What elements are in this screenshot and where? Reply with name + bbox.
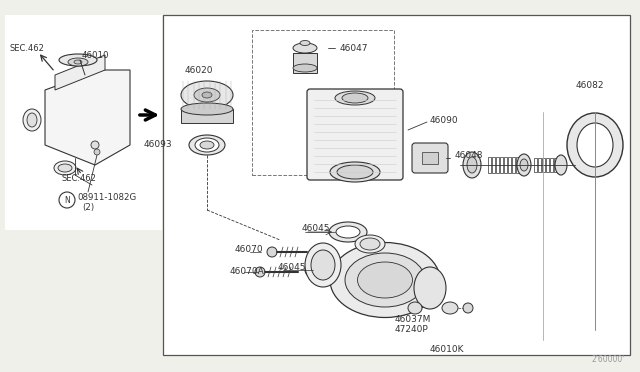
Ellipse shape	[360, 238, 380, 250]
Ellipse shape	[355, 235, 385, 253]
Bar	[488, 157, 491, 173]
Ellipse shape	[202, 92, 212, 98]
FancyBboxPatch shape	[412, 143, 448, 173]
Ellipse shape	[330, 162, 380, 182]
Ellipse shape	[58, 164, 72, 172]
Ellipse shape	[577, 123, 613, 167]
Bar	[534, 158, 537, 172]
Ellipse shape	[442, 302, 458, 314]
Text: 46047: 46047	[340, 44, 369, 52]
Ellipse shape	[59, 54, 97, 66]
Text: 46010: 46010	[82, 51, 109, 60]
Ellipse shape	[91, 141, 99, 149]
Ellipse shape	[194, 88, 220, 102]
Text: 47240P: 47240P	[395, 326, 429, 334]
Text: 46090: 46090	[430, 115, 459, 125]
Ellipse shape	[305, 243, 341, 287]
Text: 46070A: 46070A	[230, 267, 265, 276]
Ellipse shape	[408, 302, 422, 314]
Text: 08911-1082G: 08911-1082G	[77, 192, 136, 202]
Ellipse shape	[267, 247, 277, 257]
Ellipse shape	[567, 113, 623, 177]
Circle shape	[94, 149, 100, 155]
Ellipse shape	[255, 267, 265, 277]
Text: SEC.462: SEC.462	[62, 173, 97, 183]
Ellipse shape	[293, 43, 317, 53]
Text: (2): (2)	[82, 202, 94, 212]
Ellipse shape	[293, 64, 317, 72]
Bar	[538, 158, 541, 172]
Ellipse shape	[358, 262, 413, 298]
Ellipse shape	[54, 161, 76, 175]
Ellipse shape	[463, 152, 481, 178]
Bar	[546, 158, 549, 172]
Bar	[554, 158, 557, 172]
Ellipse shape	[305, 259, 345, 281]
Text: 46093: 46093	[143, 140, 172, 148]
Ellipse shape	[181, 81, 233, 109]
Ellipse shape	[189, 135, 225, 155]
Bar	[496, 157, 499, 173]
Ellipse shape	[74, 60, 82, 64]
Bar	[504, 157, 507, 173]
Ellipse shape	[335, 91, 375, 105]
Text: N: N	[64, 196, 70, 205]
Bar	[500, 157, 503, 173]
Ellipse shape	[27, 113, 37, 127]
Text: SEC.462: SEC.462	[10, 44, 45, 52]
Text: 46037M: 46037M	[395, 315, 431, 324]
Ellipse shape	[329, 222, 367, 242]
Ellipse shape	[330, 243, 440, 317]
Bar	[512, 157, 515, 173]
Ellipse shape	[312, 263, 338, 277]
Text: 46082: 46082	[576, 80, 604, 90]
Bar	[252, 30, 394, 175]
Ellipse shape	[337, 165, 373, 179]
Bar	[163, 15, 630, 355]
Ellipse shape	[336, 226, 360, 238]
Ellipse shape	[300, 41, 310, 45]
Circle shape	[59, 192, 75, 208]
Text: 46048: 46048	[455, 151, 483, 160]
Text: 46045: 46045	[278, 263, 307, 273]
Ellipse shape	[23, 109, 41, 131]
Bar	[181, 109, 233, 123]
FancyBboxPatch shape	[307, 89, 403, 180]
Bar	[492, 157, 495, 173]
Bar	[5, 15, 162, 230]
Ellipse shape	[181, 103, 233, 115]
Bar	[550, 158, 553, 172]
Bar	[542, 158, 545, 172]
Ellipse shape	[463, 303, 473, 313]
Text: 46010K: 46010K	[430, 346, 465, 355]
Polygon shape	[45, 70, 130, 165]
Ellipse shape	[467, 157, 477, 173]
Ellipse shape	[520, 159, 528, 171]
Text: 46070: 46070	[235, 246, 264, 254]
Ellipse shape	[342, 93, 368, 103]
Ellipse shape	[311, 250, 335, 280]
Text: 2'60000': 2'60000'	[591, 356, 625, 365]
Ellipse shape	[200, 141, 214, 149]
Bar	[422, 152, 438, 164]
Ellipse shape	[555, 155, 567, 175]
Bar	[516, 157, 519, 173]
Polygon shape	[55, 55, 105, 90]
Ellipse shape	[68, 58, 88, 66]
Bar	[508, 157, 511, 173]
Ellipse shape	[517, 154, 531, 176]
Ellipse shape	[195, 138, 219, 152]
Ellipse shape	[414, 267, 446, 309]
Bar	[293, 53, 317, 73]
Ellipse shape	[345, 253, 425, 307]
Text: 46020: 46020	[185, 65, 214, 74]
Text: 46045: 46045	[302, 224, 330, 232]
